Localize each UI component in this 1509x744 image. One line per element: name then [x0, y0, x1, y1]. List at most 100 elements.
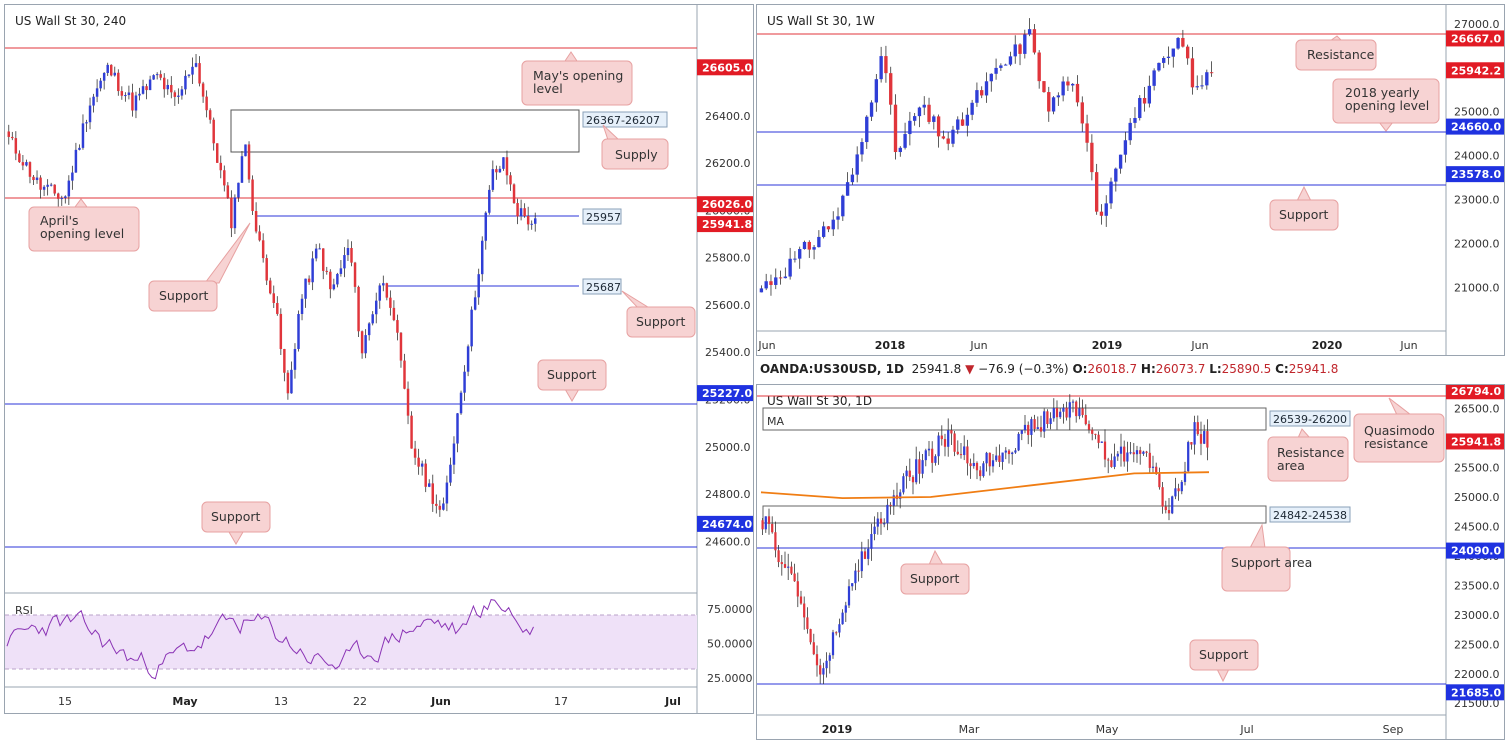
candle: [56, 192, 60, 209]
callout-support-left: Support: [148, 222, 251, 312]
candle: [336, 272, 339, 288]
candle: [831, 211, 835, 236]
candle: [1090, 134, 1094, 181]
candle: [1167, 497, 1171, 521]
rsi-axis-tick: 50.0000: [707, 637, 753, 650]
price-axis-tick: 25400.0: [705, 346, 751, 359]
candle: [1145, 450, 1148, 457]
w1-chart-panel[interactable]: US Wall St 30, 1W Resistance 2018 yearly…: [756, 4, 1505, 356]
candle: [1018, 43, 1022, 66]
candle: [886, 498, 889, 531]
candle: [127, 85, 131, 100]
w1-price-tags: 26667.0 25942.2 24660.0 23578.0: [1446, 30, 1504, 183]
candle: [806, 607, 809, 634]
price-tag-sup: 21685.0: [1446, 684, 1504, 701]
candle: [1011, 451, 1014, 465]
candle: [1001, 452, 1004, 470]
candle: [410, 411, 413, 449]
candle: [812, 633, 815, 656]
candle: [788, 247, 792, 280]
candle: [396, 314, 399, 341]
candle: [382, 275, 385, 292]
ohlc-low: 25890.5: [1221, 362, 1272, 376]
d1-chart-panel[interactable]: US Wall St 30, 1D MA 26539-26200 24842-2…: [756, 384, 1505, 740]
candle: [821, 221, 826, 239]
candle: [272, 285, 276, 308]
candle: [184, 70, 187, 95]
h4-rsi-axis: 75.0000 50.0000 25.0000: [707, 603, 753, 685]
candle: [774, 268, 778, 290]
h4-25687-label-box: [582, 278, 622, 295]
candle: [771, 516, 774, 534]
candle: [88, 97, 92, 130]
candle: [1049, 412, 1052, 430]
candle: [946, 132, 950, 151]
candle: [994, 58, 998, 80]
price-tag-label: 26026.0: [702, 198, 752, 211]
candle: [350, 241, 353, 267]
ohlc-info-bar: OANDA:US30USD, 1D 25941.8 ▼ −76.9 (−0.3%…: [760, 362, 1338, 376]
callout-support-24090: Support: [900, 549, 970, 595]
candle: [922, 96, 926, 116]
candle: [117, 69, 120, 96]
callout-support-25227: Support: [537, 359, 607, 402]
candle: [953, 431, 956, 457]
candle: [1166, 46, 1171, 65]
candle: [502, 157, 505, 171]
candle: [187, 74, 191, 78]
candle: [1071, 83, 1075, 92]
ohlc-symbol: OANDA:US30USD, 1D: [760, 362, 904, 376]
candle: [463, 365, 466, 401]
candle: [346, 239, 350, 262]
candle: [802, 240, 807, 250]
candle: [1113, 443, 1116, 470]
candle: [774, 521, 777, 558]
price-tag-res: 25942.2: [1446, 62, 1504, 79]
candle: [889, 66, 893, 115]
candle: [237, 182, 240, 202]
h4-chart-panel[interactable]: US Wall St 30, 240 RSI 26367-26207 25957…: [4, 4, 754, 714]
candle: [1068, 394, 1071, 431]
candle: [120, 86, 124, 100]
price-tag-res: 25941.8: [697, 216, 753, 233]
candle: [826, 225, 831, 233]
candle: [124, 92, 127, 102]
candle: [1142, 450, 1145, 456]
price-tag-label: 26794.0: [1451, 385, 1501, 398]
candle: [1062, 403, 1065, 424]
candle: [835, 631, 838, 636]
time-axis-tick: Jul: [664, 695, 681, 708]
candle: [850, 168, 855, 185]
candle: [480, 236, 484, 282]
candle: [787, 553, 790, 581]
candle: [1135, 445, 1139, 463]
price-tag-label: 21685.0: [1451, 686, 1501, 699]
candle: [989, 73, 993, 92]
candle: [1014, 447, 1017, 454]
candle: [874, 74, 879, 112]
candle: [1020, 429, 1023, 441]
candle: [1209, 61, 1214, 77]
candle: [780, 554, 783, 576]
h4-rsi-label: RSI: [15, 604, 33, 617]
callout-2018-yearly-opening: 2018 yearly opening level: [1332, 78, 1440, 132]
candle: [215, 143, 219, 163]
candle: [1183, 461, 1187, 486]
candle: [1158, 467, 1161, 490]
candle: [1206, 419, 1209, 461]
candle: [908, 458, 911, 482]
time-axis-tick: Jun: [430, 695, 451, 708]
candle: [869, 100, 874, 122]
candle: [470, 306, 473, 352]
candle: [1138, 95, 1142, 121]
candle: [761, 517, 764, 535]
candle: [815, 645, 819, 677]
candle: [898, 146, 902, 157]
callout-support-24674: Support: [201, 501, 271, 545]
candle: [1200, 75, 1204, 90]
h4-price-axis: 26400.026200.026000.025800.025600.025400…: [705, 110, 751, 549]
callout-mays-opening-text: May's opening level: [533, 68, 623, 96]
candle: [219, 155, 223, 179]
candle: [844, 601, 847, 622]
price-tag-sup: 24660.0: [1446, 118, 1504, 135]
